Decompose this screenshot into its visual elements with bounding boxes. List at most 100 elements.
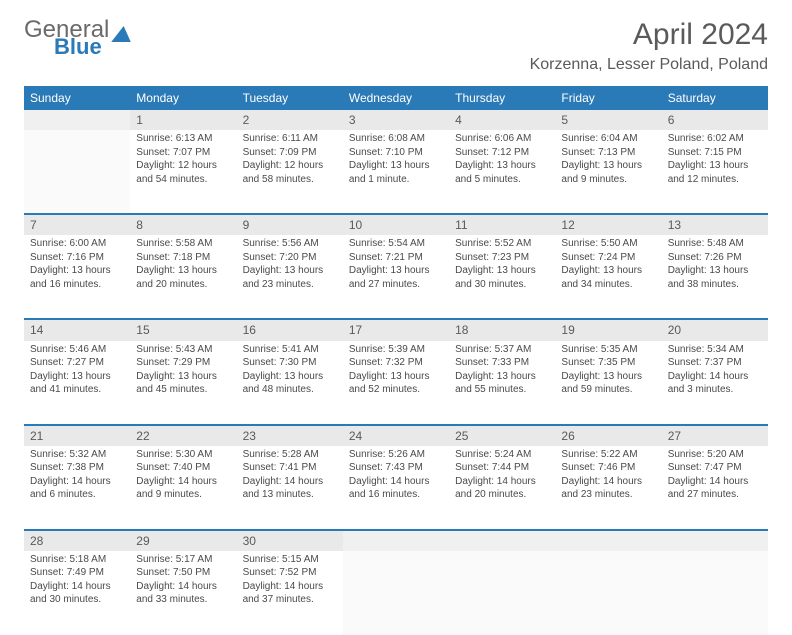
logo: GeneralBlue	[24, 18, 131, 58]
day-number: 23	[237, 425, 343, 446]
sunset-text: Sunset: 7:07 PM	[136, 146, 230, 160]
day-cell: Sunrise: 5:58 AMSunset: 7:18 PMDaylight:…	[130, 235, 236, 319]
day-cell: Sunrise: 5:32 AMSunset: 7:38 PMDaylight:…	[24, 446, 130, 530]
daylight-text: and 54 minutes.	[136, 173, 230, 187]
sunrise-text: Sunrise: 5:46 AM	[30, 343, 124, 357]
daylight-text: and 52 minutes.	[349, 383, 443, 397]
weekday-header: Wednesday	[343, 86, 449, 110]
daylight-text: Daylight: 14 hours	[136, 475, 230, 489]
day-number: 29	[130, 530, 236, 551]
day-cell: Sunrise: 5:56 AMSunset: 7:20 PMDaylight:…	[237, 235, 343, 319]
sunset-text: Sunset: 7:33 PM	[455, 356, 549, 370]
daylight-text: Daylight: 14 hours	[30, 580, 124, 594]
sunset-text: Sunset: 7:40 PM	[136, 461, 230, 475]
daylight-text: Daylight: 13 hours	[561, 159, 655, 173]
day-number	[343, 530, 449, 551]
day-cell	[449, 551, 555, 635]
day-number: 12	[555, 214, 661, 235]
day-cell: Sunrise: 5:54 AMSunset: 7:21 PMDaylight:…	[343, 235, 449, 319]
day-cell: Sunrise: 5:24 AMSunset: 7:44 PMDaylight:…	[449, 446, 555, 530]
sunset-text: Sunset: 7:44 PM	[455, 461, 549, 475]
sunset-text: Sunset: 7:12 PM	[455, 146, 549, 160]
daylight-text: and 59 minutes.	[561, 383, 655, 397]
sunrise-text: Sunrise: 5:28 AM	[243, 448, 337, 462]
daylight-text: Daylight: 13 hours	[455, 264, 549, 278]
logo-text-2: Blue	[54, 36, 131, 58]
sunset-text: Sunset: 7:21 PM	[349, 251, 443, 265]
daylight-text: Daylight: 14 hours	[30, 475, 124, 489]
day-cell: Sunrise: 5:37 AMSunset: 7:33 PMDaylight:…	[449, 341, 555, 425]
daylight-text: Daylight: 14 hours	[561, 475, 655, 489]
weekday-header: Friday	[555, 86, 661, 110]
daylight-text: Daylight: 13 hours	[668, 264, 762, 278]
day-cell: Sunrise: 5:28 AMSunset: 7:41 PMDaylight:…	[237, 446, 343, 530]
day-cell	[343, 551, 449, 635]
day-number: 7	[24, 214, 130, 235]
daylight-text: and 41 minutes.	[30, 383, 124, 397]
daylight-text: Daylight: 13 hours	[561, 370, 655, 384]
sunset-text: Sunset: 7:13 PM	[561, 146, 655, 160]
day-number: 1	[130, 110, 236, 130]
daylight-text: Daylight: 13 hours	[668, 159, 762, 173]
location: Korzenna, Lesser Poland, Poland	[530, 56, 768, 74]
sunset-text: Sunset: 7:15 PM	[668, 146, 762, 160]
daylight-text: and 5 minutes.	[455, 173, 549, 187]
daylight-text: Daylight: 13 hours	[243, 370, 337, 384]
daylight-text: and 34 minutes.	[561, 278, 655, 292]
sunrise-text: Sunrise: 5:58 AM	[136, 237, 230, 251]
sunset-text: Sunset: 7:18 PM	[136, 251, 230, 265]
weekday-header: Tuesday	[237, 86, 343, 110]
sunrise-text: Sunrise: 5:43 AM	[136, 343, 230, 357]
sunrise-text: Sunrise: 5:56 AM	[243, 237, 337, 251]
day-number: 15	[130, 319, 236, 340]
day-cell: Sunrise: 5:41 AMSunset: 7:30 PMDaylight:…	[237, 341, 343, 425]
daylight-text: and 16 minutes.	[30, 278, 124, 292]
sunset-text: Sunset: 7:37 PM	[668, 356, 762, 370]
sunrise-text: Sunrise: 5:50 AM	[561, 237, 655, 251]
sunrise-text: Sunrise: 5:18 AM	[30, 553, 124, 567]
daylight-text: Daylight: 13 hours	[30, 264, 124, 278]
day-cell: Sunrise: 5:48 AMSunset: 7:26 PMDaylight:…	[662, 235, 768, 319]
daylight-text: and 37 minutes.	[243, 593, 337, 607]
daylight-text: and 1 minute.	[349, 173, 443, 187]
sunset-text: Sunset: 7:49 PM	[30, 566, 124, 580]
day-number	[449, 530, 555, 551]
day-number: 2	[237, 110, 343, 130]
day-number: 22	[130, 425, 236, 446]
day-cell: Sunrise: 6:04 AMSunset: 7:13 PMDaylight:…	[555, 130, 661, 214]
day-number: 3	[343, 110, 449, 130]
sunrise-text: Sunrise: 5:35 AM	[561, 343, 655, 357]
daylight-text: and 33 minutes.	[136, 593, 230, 607]
day-number: 16	[237, 319, 343, 340]
sunrise-text: Sunrise: 5:15 AM	[243, 553, 337, 567]
sunrise-text: Sunrise: 6:06 AM	[455, 132, 549, 146]
sunrise-text: Sunrise: 5:48 AM	[668, 237, 762, 251]
weekday-header: Thursday	[449, 86, 555, 110]
sunset-text: Sunset: 7:50 PM	[136, 566, 230, 580]
header: GeneralBlue April 2024 Korzenna, Lesser …	[24, 18, 768, 74]
day-number: 10	[343, 214, 449, 235]
daylight-text: and 12 minutes.	[668, 173, 762, 187]
daylight-text: Daylight: 14 hours	[243, 475, 337, 489]
sunset-text: Sunset: 7:29 PM	[136, 356, 230, 370]
day-number: 18	[449, 319, 555, 340]
day-cell: Sunrise: 5:52 AMSunset: 7:23 PMDaylight:…	[449, 235, 555, 319]
daylight-text: and 23 minutes.	[243, 278, 337, 292]
daylight-text: Daylight: 12 hours	[243, 159, 337, 173]
day-number: 21	[24, 425, 130, 446]
day-number: 11	[449, 214, 555, 235]
daylight-text: Daylight: 14 hours	[136, 580, 230, 594]
sunrise-text: Sunrise: 6:08 AM	[349, 132, 443, 146]
sunset-text: Sunset: 7:23 PM	[455, 251, 549, 265]
sunset-text: Sunset: 7:26 PM	[668, 251, 762, 265]
sunrise-text: Sunrise: 5:32 AM	[30, 448, 124, 462]
daylight-text: and 20 minutes.	[136, 278, 230, 292]
day-number: 27	[662, 425, 768, 446]
weekday-header-row: Sunday Monday Tuesday Wednesday Thursday…	[24, 86, 768, 110]
day-number: 8	[130, 214, 236, 235]
day-number: 24	[343, 425, 449, 446]
day-cell: Sunrise: 5:50 AMSunset: 7:24 PMDaylight:…	[555, 235, 661, 319]
daylight-text: Daylight: 14 hours	[455, 475, 549, 489]
daylight-text: and 27 minutes.	[349, 278, 443, 292]
day-number: 30	[237, 530, 343, 551]
